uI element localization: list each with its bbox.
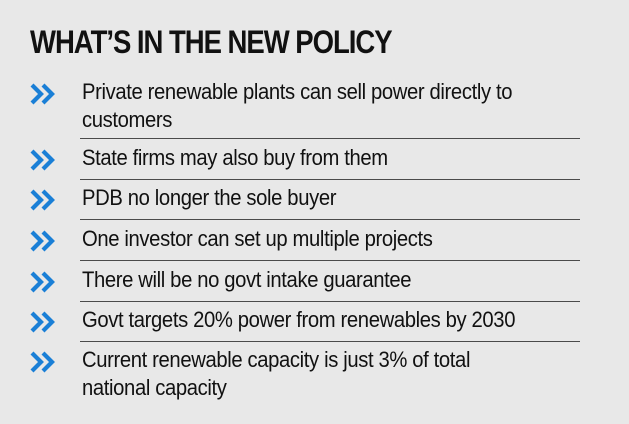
list-item-text: There will be no govt intake guarantee [82, 267, 412, 292]
double-chevron-right-icon [30, 271, 58, 293]
list-item-text: Govt targets 20% power from renewables b… [82, 307, 516, 332]
list-item-text: PDB no longer the sole buyer [82, 185, 337, 210]
double-chevron-right-icon [30, 230, 58, 252]
divider [80, 341, 580, 342]
list-item-text: State firms may also buy from them [82, 145, 388, 170]
double-chevron-right-icon [30, 149, 58, 171]
list-item-text: Current renewable capacity is just 3% of… [82, 347, 471, 400]
divider [80, 179, 580, 180]
divider [80, 138, 580, 139]
divider [80, 219, 580, 220]
double-chevron-right-icon [30, 351, 58, 373]
list-item-text: Private renewable plants can sell power … [82, 79, 513, 132]
double-chevron-right-icon [30, 311, 58, 333]
infobox-heading: WHAT’S IN THE NEW POLICY [30, 24, 393, 60]
list-item-text: One investor can set up multiple project… [82, 226, 433, 251]
double-chevron-right-icon [30, 189, 58, 211]
divider [80, 260, 580, 261]
double-chevron-right-icon [30, 83, 58, 105]
divider [80, 301, 580, 302]
